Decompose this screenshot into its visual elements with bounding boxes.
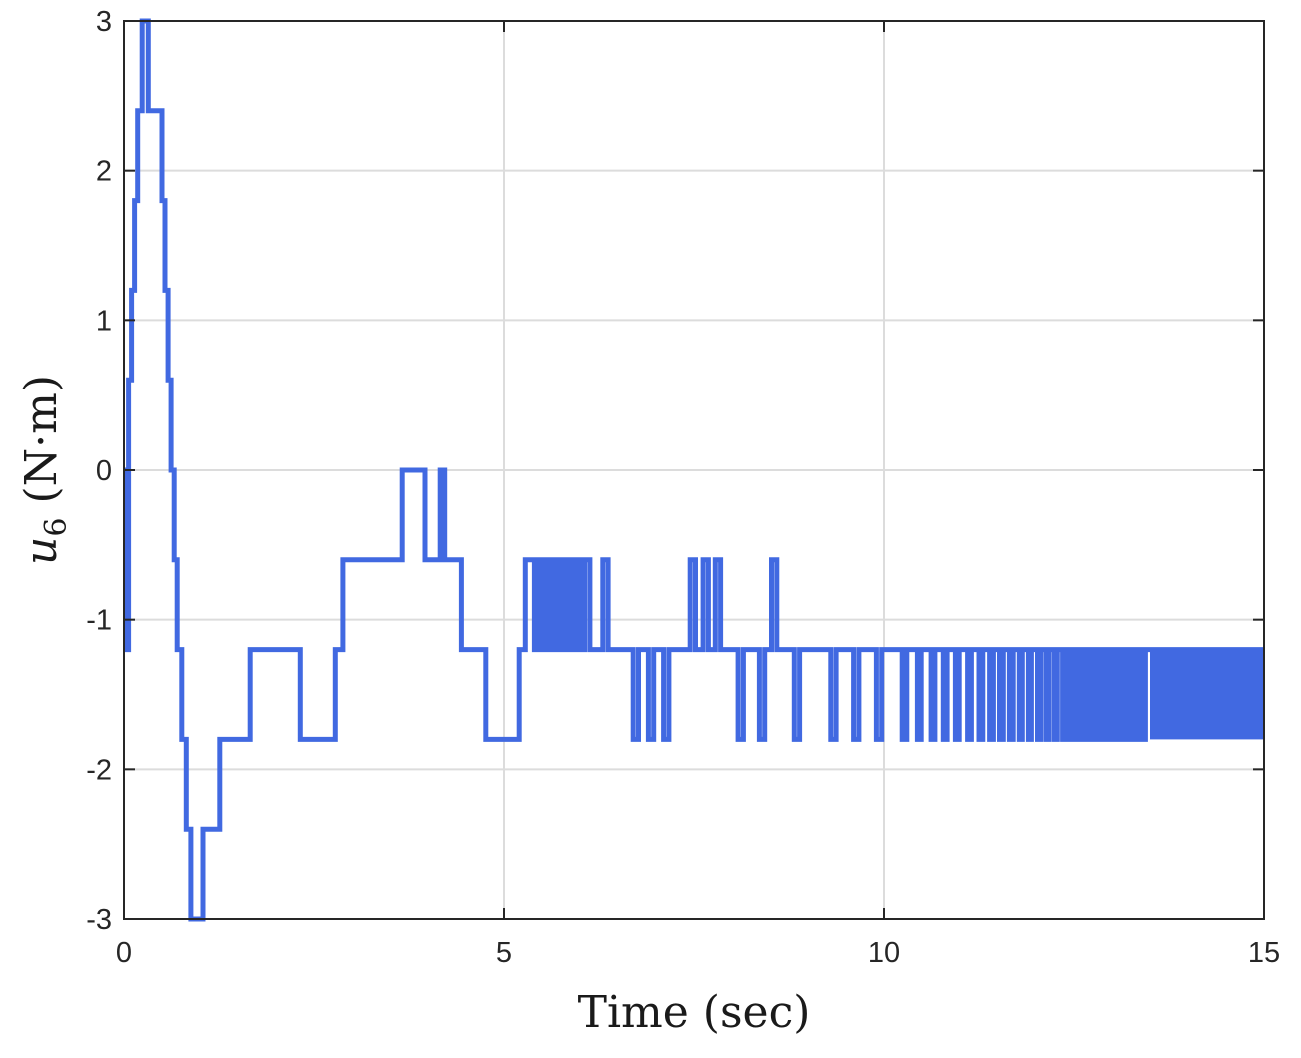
y-tick-labels: -3 -2 -1 0 1 2 3: [86, 6, 112, 936]
ticks: [123, 20, 1265, 920]
y-tick-label-2: -1: [86, 605, 112, 637]
x-tick-label-3: 15: [1248, 937, 1280, 969]
series-group: [123, 18, 1264, 922]
y-tick-label-1: -2: [86, 754, 112, 786]
y-tick-label-5: 2: [96, 156, 112, 188]
x-tick-label-1: 5: [496, 937, 512, 969]
series-line-0: [123, 18, 1264, 922]
y-tick-label-0: -3: [86, 904, 112, 936]
x-tick-label-0: 0: [116, 937, 132, 969]
x-axis-label: Time (sec): [578, 987, 811, 1038]
y-axis-label-subscript: 6: [39, 518, 74, 537]
y-tick-label-3: 0: [96, 455, 112, 487]
x-tick-labels: 0 5 10 15: [116, 937, 1280, 969]
y-tick-label-4: 1: [96, 305, 112, 337]
x-tick-label-2: 10: [868, 937, 900, 969]
grid: [124, 21, 1264, 919]
y-axis-label-base: u: [16, 537, 67, 565]
y-axis-label-unit: (N·m): [16, 375, 67, 504]
y-axis-label: u6 (N·m): [16, 375, 74, 565]
high-frequency-band: [1150, 649, 1264, 740]
y-tick-label-6: 3: [96, 6, 112, 38]
